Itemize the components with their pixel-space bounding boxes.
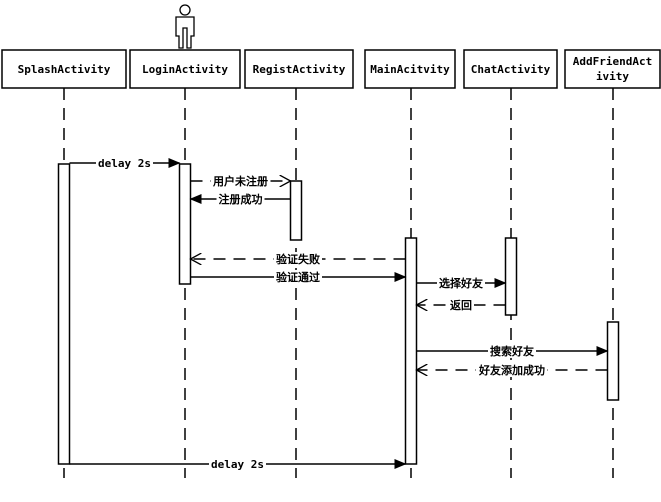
label-background bbox=[274, 252, 322, 266]
participant-login: LoginActivity bbox=[129, 4, 241, 478]
actor-body bbox=[175, 16, 195, 49]
message-label: 验证失败 bbox=[276, 252, 320, 266]
message-label: delay 2s bbox=[211, 458, 264, 471]
label-background bbox=[211, 174, 270, 188]
participant-label: RegistActivity bbox=[253, 63, 346, 76]
participant-label: LoginActivity bbox=[142, 63, 228, 76]
message-label: 验证通过 bbox=[276, 270, 320, 284]
message: 验证通过 bbox=[190, 270, 407, 284]
label-background bbox=[209, 458, 266, 471]
activation-bar bbox=[504, 237, 518, 316]
message: delay 2s bbox=[69, 458, 407, 471]
activation-bar bbox=[289, 180, 303, 241]
label-background bbox=[96, 157, 153, 170]
message: 返回 bbox=[417, 298, 506, 312]
actor-head bbox=[179, 4, 191, 16]
label-background bbox=[448, 298, 474, 312]
label-background bbox=[437, 276, 485, 290]
message: 搜索好友 bbox=[416, 344, 609, 358]
message-label: 返回 bbox=[450, 298, 472, 312]
participant-addfriend: AddFriendAct ivity bbox=[564, 49, 661, 478]
label-background bbox=[216, 192, 265, 206]
participant-label: ivity bbox=[596, 70, 629, 83]
message-label: 搜索好友 bbox=[490, 344, 534, 358]
participant-box bbox=[1, 49, 127, 89]
message: 选择好友 bbox=[416, 276, 507, 290]
participant-label: SplashActivity bbox=[18, 63, 111, 76]
message: 用户未注册 bbox=[190, 174, 291, 188]
message: 好友添加成功 bbox=[417, 363, 608, 377]
message-label: 选择好友 bbox=[439, 276, 483, 290]
participant-box bbox=[364, 49, 456, 89]
participant-label: ChatActivity bbox=[471, 63, 551, 76]
participant-box bbox=[564, 49, 661, 89]
message-label: 用户未注册 bbox=[213, 174, 268, 188]
message-label: delay 2s bbox=[98, 157, 151, 170]
participant-box bbox=[129, 49, 241, 89]
message-label: 注册成功 bbox=[219, 192, 263, 206]
participant-label: AddFriendAct bbox=[573, 55, 652, 68]
activation-bar bbox=[57, 163, 71, 465]
label-background bbox=[274, 270, 322, 284]
participant-regist: RegistActivity bbox=[244, 49, 354, 478]
activation-bar bbox=[178, 163, 192, 285]
participant-label: MainAcitvity bbox=[370, 63, 450, 76]
activation-bar bbox=[606, 321, 620, 401]
label-background bbox=[488, 344, 536, 358]
participant-chat: ChatActivity bbox=[463, 49, 558, 478]
participant-main: MainAcitvity bbox=[364, 49, 456, 478]
label-background bbox=[476, 363, 547, 377]
participant-box bbox=[244, 49, 354, 89]
message-label: 好友添加成功 bbox=[478, 363, 545, 377]
actor-icon bbox=[175, 4, 195, 49]
message: delay 2s bbox=[69, 157, 181, 170]
message: 验证失败 bbox=[191, 252, 406, 266]
message: 注册成功 bbox=[189, 192, 291, 206]
participant-splash: SplashActivity bbox=[1, 49, 127, 478]
participant-box bbox=[463, 49, 558, 89]
activation-bar bbox=[404, 237, 418, 465]
